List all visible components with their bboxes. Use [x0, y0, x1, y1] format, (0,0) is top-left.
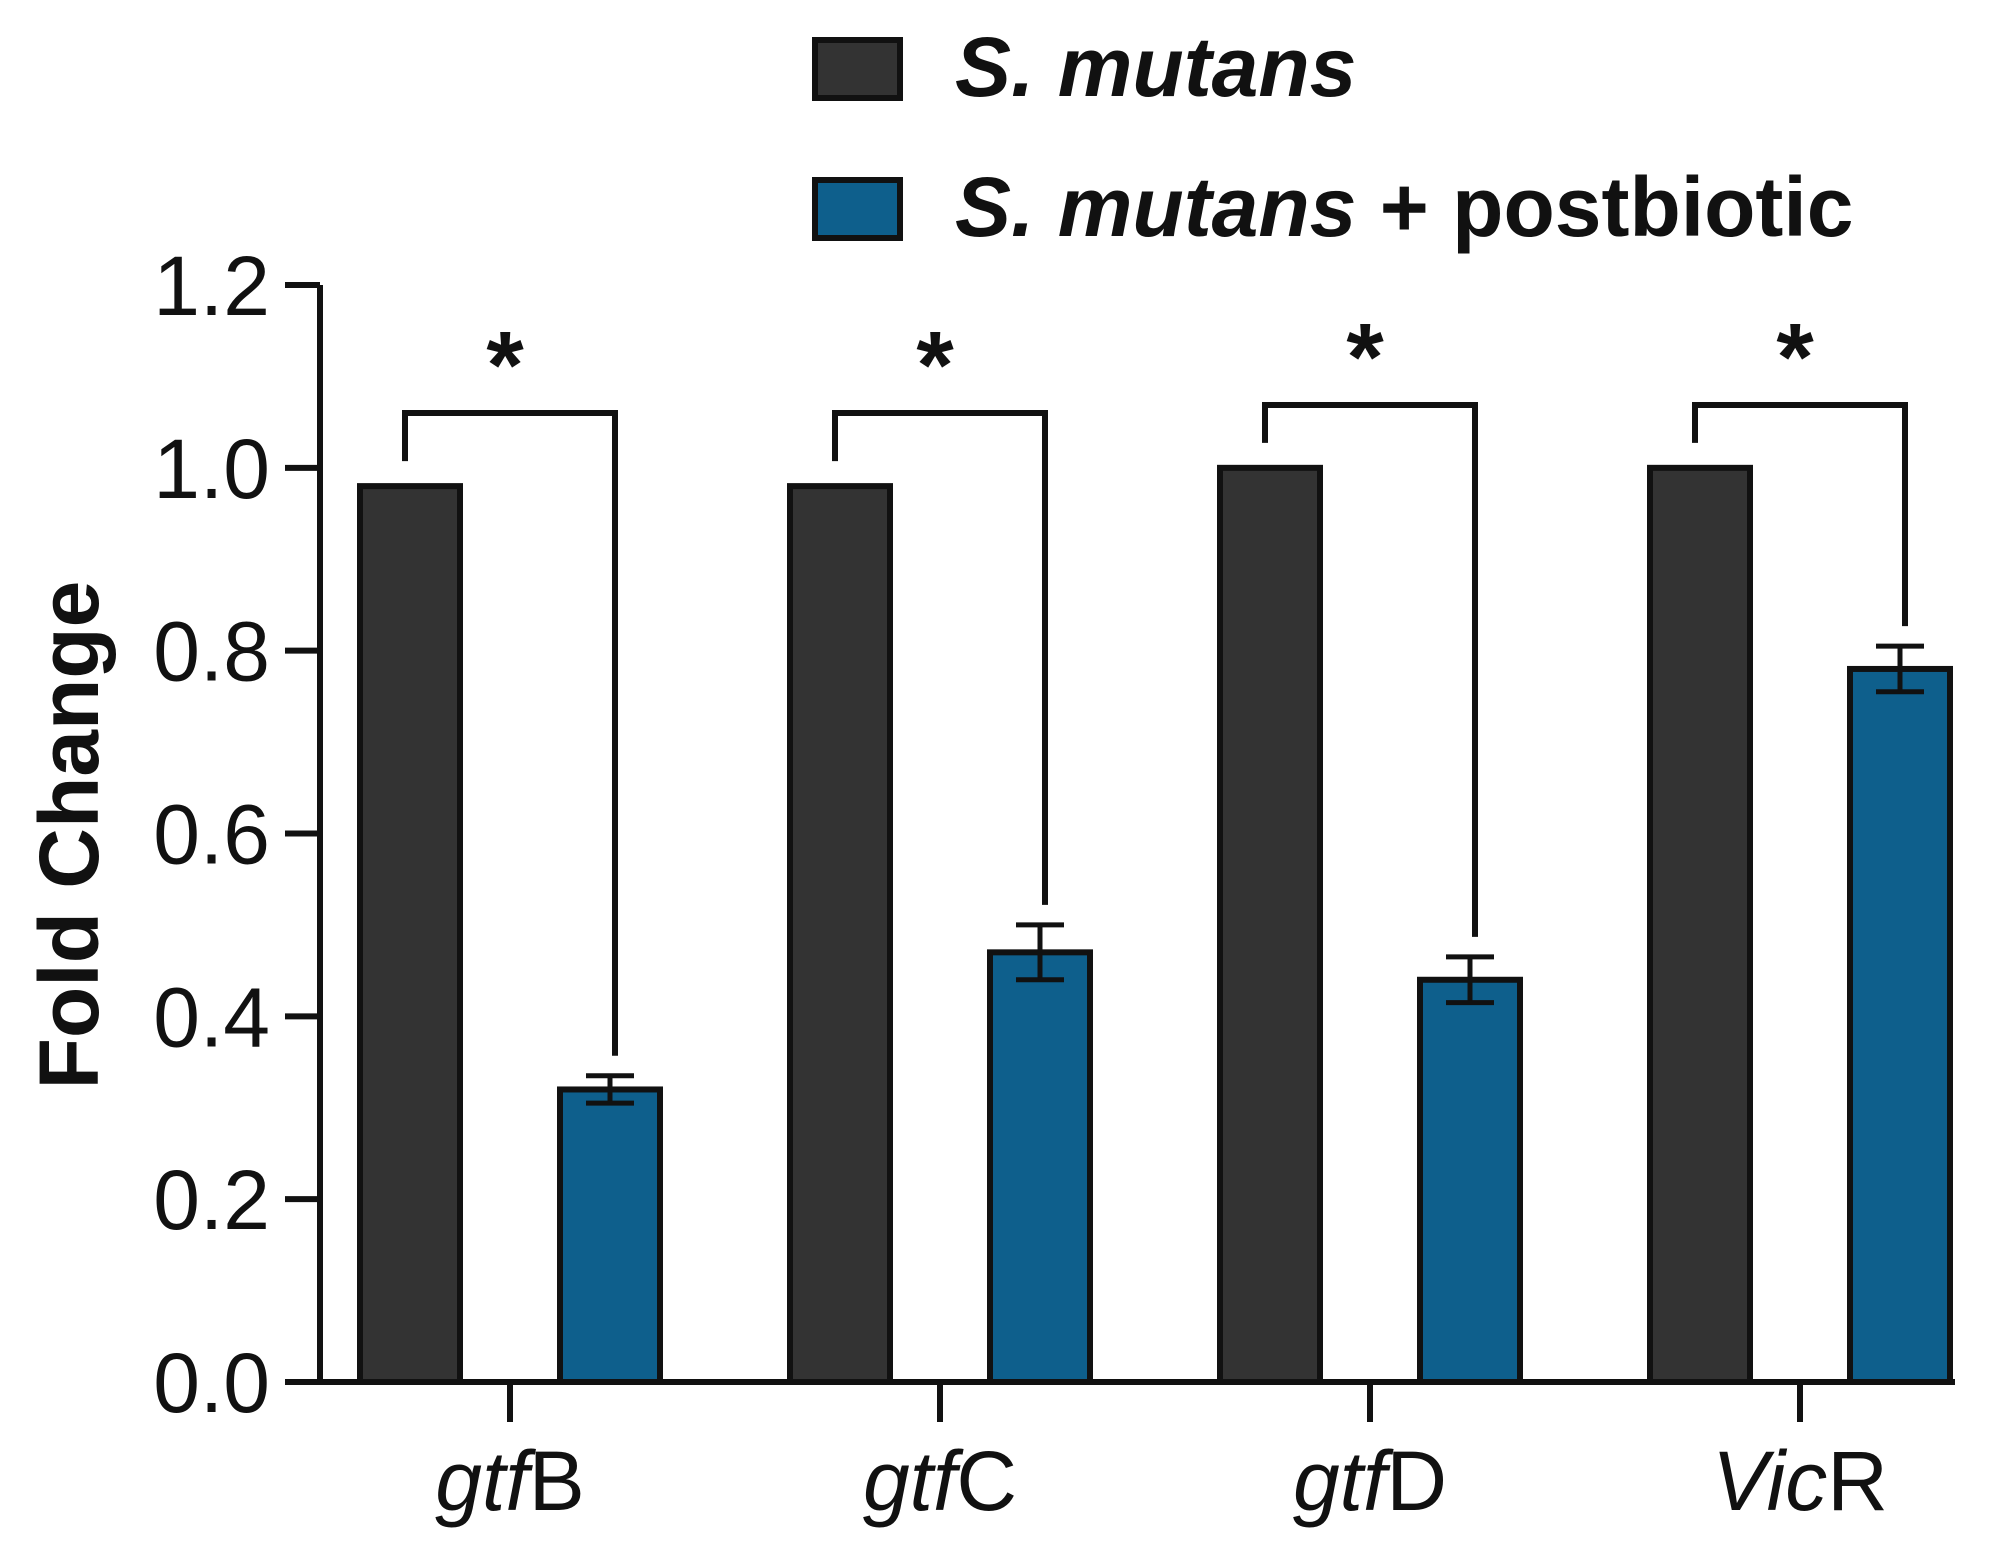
- chart-marks: 0.0 0.2 0.4 0.6 0.8 1.0 1.2 * * * *: [153, 239, 1953, 1430]
- bar-gtfC-series-2: [987, 949, 1093, 1385]
- significance-bracket-gtfD: [1262, 401, 1478, 937]
- y-tick-label: 0.8: [153, 605, 270, 699]
- significance-bracket-gtfC: [832, 409, 1048, 905]
- legend-swatch-series-2: [812, 177, 903, 241]
- category-label-gtfB: gtfB: [435, 1434, 584, 1528]
- bar-VicR-series-1: [1647, 464, 1753, 1386]
- y-tick-label: 1.2: [153, 239, 270, 333]
- significance-star-gtfC: *: [916, 312, 954, 419]
- category-label-gtfD: gtfD: [1293, 1434, 1447, 1528]
- significance-star-gtfB: *: [486, 312, 524, 419]
- significance-bracket-VicR: [1692, 401, 1908, 627]
- significance-bracket-gtfB: [402, 409, 618, 1056]
- significance-star-gtfD: *: [1346, 304, 1384, 411]
- legend-label-series-2: S. mutans + postbiotic: [955, 160, 1853, 254]
- bar-gtfD-series-1: [1217, 464, 1323, 1386]
- bar-gtfC-series-1: [787, 483, 893, 1386]
- legend: S. mutans S. mutans + postbiotic: [812, 20, 1853, 254]
- bar-gtfB-series-1: [357, 483, 463, 1386]
- bar-gtfB-series-2: [557, 1086, 663, 1385]
- legend-swatch-series-1: [812, 37, 903, 101]
- bar-VicR-series-2: [1847, 665, 1953, 1385]
- significance-star-VicR: *: [1776, 304, 1814, 411]
- y-tick-label: 0.6: [153, 788, 270, 882]
- y-tick-label: 0.0: [153, 1336, 270, 1430]
- bar-gtfD-series-2: [1417, 976, 1523, 1385]
- y-tick-label: 0.2: [153, 1153, 270, 1247]
- category-label-gtfC: gtfC: [863, 1434, 1017, 1528]
- legend-label-series-1: S. mutans: [955, 20, 1356, 114]
- category-label-VicR: VicR: [1712, 1434, 1888, 1528]
- y-axis-label: Fold Change: [22, 581, 116, 1090]
- y-tick-label: 0.4: [153, 970, 270, 1064]
- y-tick-label: 1.0: [153, 422, 270, 516]
